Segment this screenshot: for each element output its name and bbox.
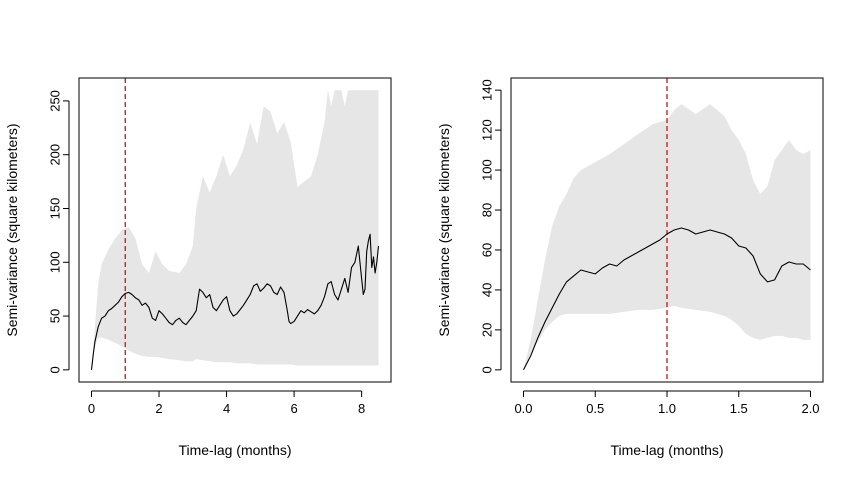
x-axis-title: Time-lag (months) — [178, 442, 291, 458]
y-tick-label: 140 — [479, 79, 494, 101]
y-tick-label: 0 — [47, 366, 62, 373]
y-axis: 0 20 40 60 80 100 120 140 — [479, 79, 502, 373]
plot-frame — [510, 77, 824, 383]
x-tick-label: 0 — [88, 401, 95, 416]
confidence-band — [91, 90, 379, 370]
y-tick-label: 60 — [479, 243, 494, 257]
x-tick-label: 6 — [290, 401, 297, 416]
x-tick-label: 0.5 — [586, 401, 604, 416]
confidence-band — [523, 104, 811, 370]
x-tick-label: 8 — [358, 401, 365, 416]
x-tick-label: 1.5 — [730, 401, 748, 416]
x-axis-title: Time-lag (months) — [610, 442, 723, 458]
series-line-group — [90, 233, 380, 370]
y-tick-label: 100 — [47, 251, 62, 273]
series-line-group — [523, 227, 811, 371]
y-tick-label: 80 — [479, 203, 494, 217]
x-tick-label: 2 — [155, 401, 162, 416]
confidence-band-group — [91, 90, 379, 370]
confidence-band-group — [523, 104, 811, 370]
y-tick-label: 200 — [47, 144, 62, 166]
x-tick-label: 0.0 — [514, 401, 532, 416]
y-axis: 0 50 100 150 200 250 — [47, 90, 70, 373]
y-tick-label: 40 — [479, 283, 494, 297]
series-line-0 — [90, 233, 380, 370]
y-axis-title: Semi-variance (square kilometers) — [4, 123, 20, 336]
y-tick-label: 20 — [479, 323, 494, 337]
x-axis: 0 2 4 6 8 — [88, 390, 365, 416]
x-tick-label: 2.0 — [801, 401, 819, 416]
y-tick-label: 120 — [479, 119, 494, 141]
y-tick-label: 250 — [47, 90, 62, 112]
y-tick-label: 100 — [479, 159, 494, 181]
y-axis-title: Semi-variance (square kilometers) — [436, 123, 452, 336]
x-axis: 0.0 0.5 1.0 1.5 2.0 — [514, 390, 820, 416]
series-line-0 — [523, 227, 811, 371]
y-tick-label: 50 — [47, 309, 62, 323]
y-tick-label: 150 — [47, 198, 62, 220]
x-tick-label: 4 — [223, 401, 230, 416]
right-panel: 0.0 0.5 1.0 1.5 2.0 0 20 40 60 80 100 120 140 Time-… — [436, 77, 824, 458]
plot-frame — [78, 77, 392, 383]
x-tick-label: 1.0 — [658, 401, 676, 416]
y-tick-label: 0 — [479, 366, 494, 373]
